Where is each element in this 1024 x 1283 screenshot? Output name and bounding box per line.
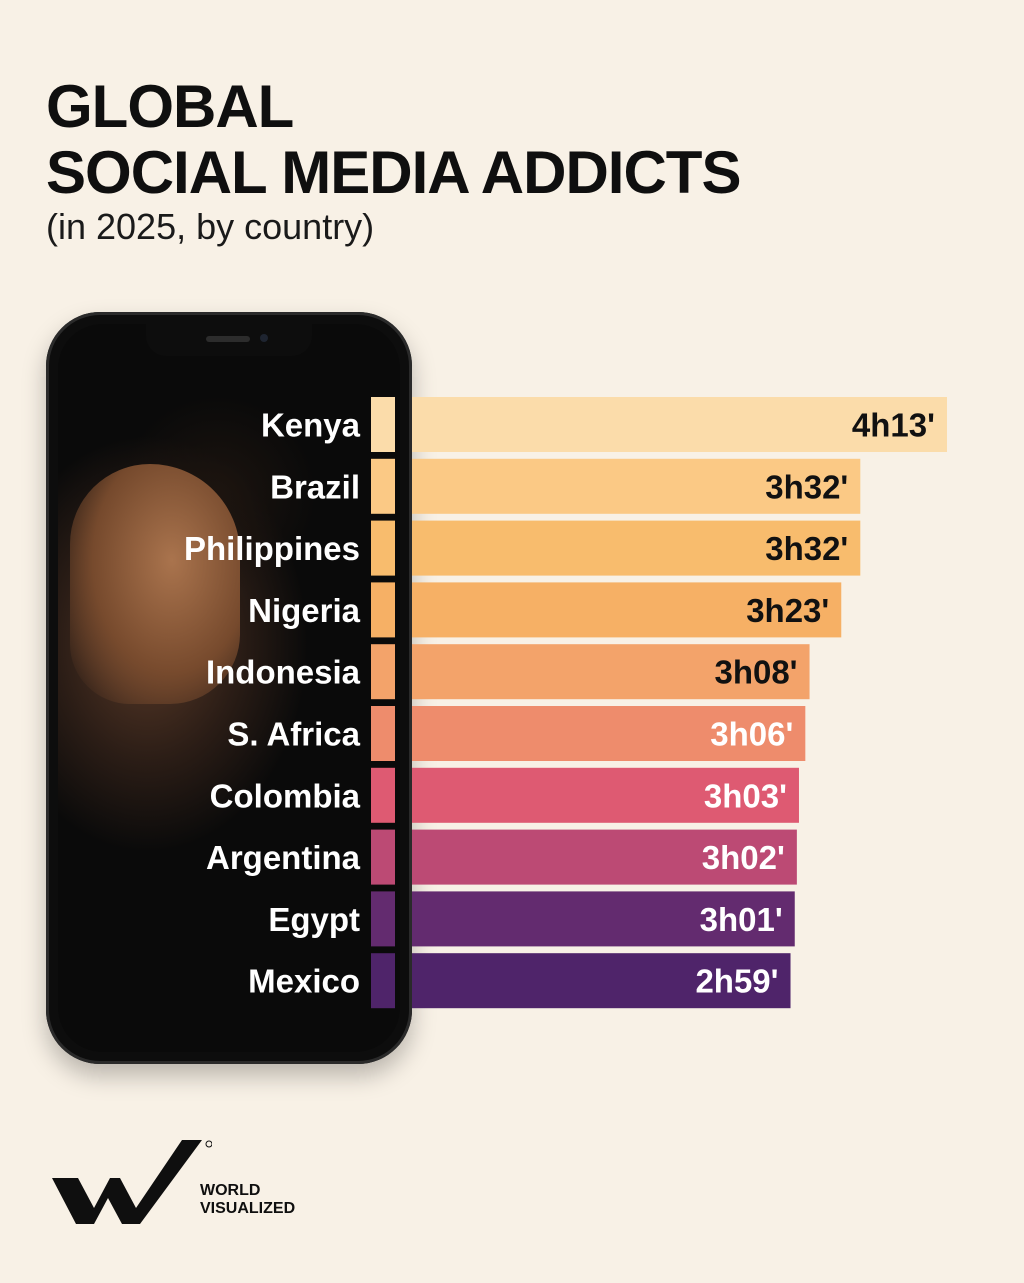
brand-line-2: VISUALIZED bbox=[200, 1200, 296, 1217]
bar-2 bbox=[412, 520, 861, 576]
title-line-2: SOCIAL MEDIA ADDICTS bbox=[46, 139, 741, 206]
bar-7 bbox=[412, 829, 797, 885]
title-line-1: GLOBAL bbox=[46, 73, 294, 140]
bar-6 bbox=[412, 767, 799, 823]
bar-stub-3 bbox=[371, 582, 395, 638]
phone-screen bbox=[58, 324, 400, 1052]
value-label-5: 3h06' bbox=[710, 716, 793, 753]
bar-stub-2 bbox=[371, 520, 395, 576]
category-label-8: Egypt bbox=[268, 901, 360, 938]
category-label-7: Argentina bbox=[206, 839, 361, 876]
phone-illustration bbox=[46, 312, 412, 1064]
bar-1 bbox=[412, 458, 861, 514]
bar-stub-8 bbox=[371, 891, 395, 947]
chart-title: GLOBAL SOCIAL MEDIA ADDICTS bbox=[46, 73, 741, 206]
bar-stub-5 bbox=[371, 706, 395, 761]
category-label-2: Philippines bbox=[184, 530, 360, 567]
bar-stub-7 bbox=[371, 829, 395, 885]
value-label-0: 4h13' bbox=[852, 407, 935, 444]
value-label-3: 3h23' bbox=[746, 592, 829, 629]
bar-5 bbox=[412, 706, 806, 761]
value-label-7: 3h02' bbox=[702, 839, 785, 876]
value-label-6: 3h03' bbox=[704, 777, 787, 814]
category-label-3: Nigeria bbox=[248, 592, 361, 629]
value-label-1: 3h32' bbox=[765, 468, 848, 505]
face-photo bbox=[70, 464, 240, 704]
bar-3 bbox=[412, 582, 842, 638]
chart-subtitle: (in 2025, by country) bbox=[46, 206, 375, 247]
bar-9 bbox=[412, 953, 791, 1009]
bar-8 bbox=[412, 891, 795, 947]
category-label-9: Mexico bbox=[248, 963, 360, 1000]
bar-stub-4 bbox=[371, 644, 395, 700]
category-label-1: Brazil bbox=[270, 468, 360, 505]
category-label-6: Colombia bbox=[210, 777, 361, 814]
category-label-0: Kenya bbox=[261, 407, 361, 444]
value-label-2: 3h32' bbox=[765, 530, 848, 567]
value-label-8: 3h01' bbox=[700, 901, 783, 938]
brand-name: WORLD VISUALIZED bbox=[200, 1182, 295, 1218]
bar-4 bbox=[412, 644, 810, 700]
value-label-4: 3h08' bbox=[714, 654, 797, 691]
category-label-4: Indonesia bbox=[206, 654, 361, 691]
phone-speaker bbox=[206, 336, 250, 342]
bar-stub-9 bbox=[371, 953, 395, 1009]
brand-line-1: WORLD bbox=[200, 1182, 261, 1199]
bar-stub-6 bbox=[371, 767, 395, 823]
phone-camera bbox=[260, 334, 268, 342]
world-visualized-logo bbox=[52, 1140, 212, 1224]
value-label-9: 2h59' bbox=[695, 963, 778, 1000]
bar-stub-0 bbox=[371, 397, 395, 452]
bar-stub-1 bbox=[371, 458, 395, 514]
category-label-5: S. Africa bbox=[227, 716, 360, 753]
bar-0 bbox=[412, 397, 947, 452]
